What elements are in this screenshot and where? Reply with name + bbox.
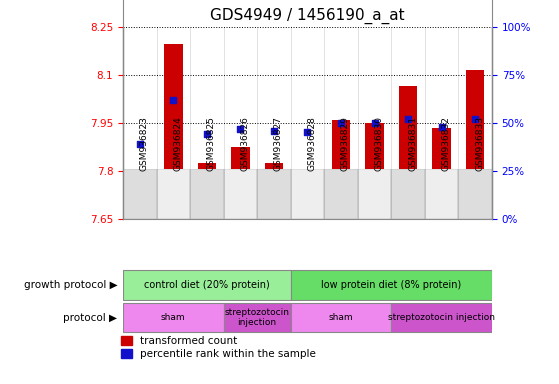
Text: streptozotocin injection: streptozotocin injection bbox=[388, 313, 495, 322]
Text: GSM936827: GSM936827 bbox=[274, 116, 283, 171]
Bar bbox=[366, 123, 383, 219]
Text: GSM936833: GSM936833 bbox=[475, 116, 484, 171]
FancyBboxPatch shape bbox=[224, 303, 291, 333]
Bar bbox=[164, 45, 182, 219]
Text: GSM936830: GSM936830 bbox=[375, 116, 383, 171]
Bar bbox=[433, 128, 451, 219]
Point bbox=[236, 126, 245, 132]
FancyBboxPatch shape bbox=[391, 303, 492, 333]
Bar bbox=[331, 120, 350, 219]
Text: GSM936826: GSM936826 bbox=[240, 116, 249, 171]
Text: GSM936825: GSM936825 bbox=[207, 116, 216, 171]
Point bbox=[202, 131, 211, 137]
FancyBboxPatch shape bbox=[425, 169, 458, 219]
Bar bbox=[399, 86, 417, 219]
FancyBboxPatch shape bbox=[458, 169, 492, 219]
Bar bbox=[265, 163, 283, 219]
Point bbox=[471, 116, 480, 122]
Text: protocol ▶: protocol ▶ bbox=[63, 313, 117, 323]
Text: GSM936829: GSM936829 bbox=[341, 116, 350, 171]
Bar bbox=[198, 163, 216, 219]
Text: streptozotocin
injection: streptozotocin injection bbox=[225, 308, 290, 328]
FancyBboxPatch shape bbox=[358, 169, 391, 219]
Bar bbox=[466, 70, 484, 219]
Bar bbox=[299, 176, 316, 219]
Point bbox=[303, 129, 312, 136]
Text: sham: sham bbox=[329, 313, 353, 322]
Point bbox=[169, 97, 178, 103]
Text: GSM936823: GSM936823 bbox=[140, 116, 149, 171]
Title: GDS4949 / 1456190_a_at: GDS4949 / 1456190_a_at bbox=[210, 8, 405, 24]
Point bbox=[337, 120, 345, 126]
FancyBboxPatch shape bbox=[157, 169, 190, 219]
Point bbox=[269, 127, 278, 134]
Bar bbox=[130, 216, 149, 219]
Text: GSM936824: GSM936824 bbox=[173, 116, 182, 171]
Text: control diet (20% protein): control diet (20% protein) bbox=[144, 280, 269, 290]
Text: sham: sham bbox=[161, 313, 186, 322]
Text: low protein diet (8% protein): low protein diet (8% protein) bbox=[321, 280, 461, 290]
FancyBboxPatch shape bbox=[123, 270, 291, 300]
FancyBboxPatch shape bbox=[190, 169, 224, 219]
FancyBboxPatch shape bbox=[224, 169, 257, 219]
FancyBboxPatch shape bbox=[291, 169, 324, 219]
FancyBboxPatch shape bbox=[391, 169, 425, 219]
Legend: transformed count, percentile rank within the sample: transformed count, percentile rank withi… bbox=[117, 332, 320, 363]
Point bbox=[437, 124, 446, 130]
Text: GSM936828: GSM936828 bbox=[307, 116, 316, 171]
Point bbox=[370, 120, 379, 126]
FancyBboxPatch shape bbox=[291, 303, 391, 333]
Text: GSM936831: GSM936831 bbox=[408, 116, 417, 171]
Text: growth protocol ▶: growth protocol ▶ bbox=[24, 280, 117, 290]
Bar bbox=[231, 147, 249, 219]
Text: GSM936832: GSM936832 bbox=[442, 116, 451, 171]
Point bbox=[135, 141, 144, 147]
FancyBboxPatch shape bbox=[257, 169, 291, 219]
Point bbox=[404, 116, 413, 122]
FancyBboxPatch shape bbox=[324, 169, 358, 219]
FancyBboxPatch shape bbox=[123, 303, 224, 333]
FancyBboxPatch shape bbox=[123, 169, 157, 219]
FancyBboxPatch shape bbox=[291, 270, 492, 300]
